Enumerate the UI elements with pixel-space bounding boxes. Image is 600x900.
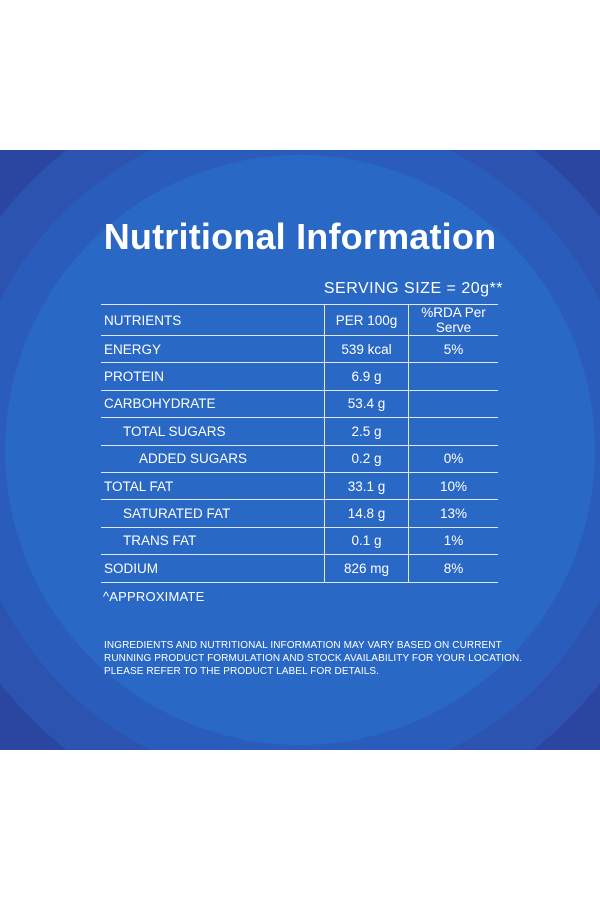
nutrient-per-100g: 14.8 g: [324, 499, 409, 528]
nutrient-per-100g: 539 kcal: [324, 334, 409, 364]
nutrient-name: SATURATED FAT: [101, 499, 325, 528]
nutrient-per-100g: 33.1 g: [324, 471, 409, 501]
nutrient-per-100g: 53.4 g: [324, 389, 409, 419]
table-row: TOTAL SUGARS 2.5 g: [101, 417, 498, 446]
nutrient-rda: 8%: [408, 554, 498, 583]
table-row: TOTAL FAT 33.1 g 10%: [101, 471, 498, 501]
nutrient-per-100g: 0.2 g: [324, 444, 409, 473]
disclaimer: INGREDIENTS AND NUTRITIONAL INFORMATION …: [104, 639, 524, 678]
nutrient-rda: 1%: [408, 526, 498, 556]
nutrient-rda: 10%: [408, 471, 498, 501]
nutrient-name: CARBOHYDRATE: [101, 389, 325, 419]
nutrient-name: PROTEIN: [101, 362, 325, 391]
nutrient-rda: 13%: [408, 499, 498, 528]
nutrient-rda: 5%: [408, 334, 498, 364]
nutrient-per-100g: 826 mg: [324, 554, 409, 583]
table-row: SODIUM 826 mg 8%: [101, 554, 498, 583]
table-row: CARBOHYDRATE 53.4 g: [101, 389, 498, 419]
disclaimer-line: RUNNING PRODUCT FORMULATION AND STOCK AV…: [104, 653, 523, 664]
nutrient-name: ENERGY: [101, 334, 325, 364]
table-row: SATURATED FAT 14.8 g 13%: [101, 499, 498, 528]
nutrient-name: TOTAL FAT: [101, 471, 325, 501]
nutrient-name: ADDED SUGARS: [101, 444, 325, 473]
serving-size: SERVING SIZE = 20g**: [323, 280, 503, 297]
nutrient-rda: [408, 362, 498, 391]
table-row: PROTEIN 6.9 g: [101, 362, 498, 391]
nutrient-rda: [408, 389, 498, 419]
header-rda: %RDA Per Serve: [408, 304, 498, 336]
table-row: ADDED SUGARS 0.2 g 0%: [101, 444, 498, 473]
table-row: TRANS FAT 0.1 g 1%: [101, 526, 498, 556]
disclaimer-line: INGREDIENTS AND NUTRITIONAL INFORMATION …: [104, 640, 502, 651]
nutrient-per-100g: 0.1 g: [324, 526, 409, 556]
nutrient-name: TOTAL SUGARS: [101, 417, 325, 446]
nutrient-rda: [408, 417, 498, 446]
table-header-row: NUTRIENTS PER 100g %RDA Per Serve: [101, 304, 498, 336]
nutrition-table: NUTRIENTS PER 100g %RDA Per Serve ENERGY…: [101, 304, 498, 583]
nutrient-per-100g: 6.9 g: [324, 362, 409, 391]
header-nutrients: NUTRIENTS: [101, 304, 325, 336]
nutrient-per-100g: 2.5 g: [324, 417, 409, 446]
disclaimer-line: PLEASE REFER TO THE PRODUCT LABEL FOR DE…: [104, 666, 380, 677]
nutrient-name: SODIUM: [101, 554, 325, 583]
nutrient-rda: 0%: [408, 444, 498, 473]
header-per-100g: PER 100g: [324, 304, 409, 336]
approximate-note: ^APPROXIMATE: [103, 589, 205, 604]
page-title: Nutritional Information: [103, 216, 497, 257]
table-row: ENERGY 539 kcal 5%: [101, 334, 498, 364]
nutrient-name: TRANS FAT: [101, 526, 325, 556]
